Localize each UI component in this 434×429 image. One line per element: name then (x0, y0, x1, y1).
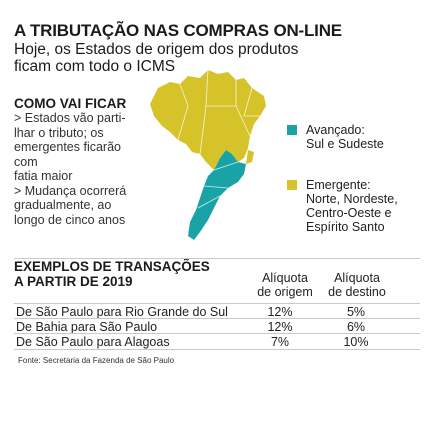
table-row-route: De São Paulo para Rio Grande do Sul (16, 305, 228, 319)
text-line: emergentes ficarão (14, 140, 122, 154)
legend-label-line: Emergente: (306, 178, 371, 192)
row-divider (14, 318, 420, 319)
text-line: gradualmente, ao (14, 198, 112, 212)
examples-heading: EXEMPLOS DE TRANSAÇÕES A PARTIR DE 2019 (14, 259, 210, 289)
column-header-origem: Alíquota de origem (252, 271, 318, 299)
table-row-origem: 12% (267, 320, 293, 334)
map-region-espirito-santo (246, 150, 254, 164)
como-vai-ficar-text: > Estados vão parti- lhar o tributo; os … (14, 111, 126, 227)
bottom-divider (14, 349, 420, 350)
brazil-map (150, 69, 266, 240)
source-note: Fonte: Secretaria da Fazenda de São Paul… (18, 356, 175, 365)
examples-heading-line: A PARTIR DE 2019 (14, 274, 133, 289)
text-line: > Estados vão parti- (14, 111, 126, 125)
column-header-line: Alíquota (334, 271, 380, 285)
text-line: com (14, 154, 38, 169)
page-title: A TRIBUTAÇÃO NAS COMPRAS ON-LINE (14, 21, 342, 40)
table-row-destino: 6% (346, 320, 366, 334)
legend-swatch-avancado (287, 125, 297, 135)
legend-swatch-emergente (287, 180, 297, 190)
table-row-origem: 7% (270, 335, 290, 349)
como-vai-ficar-heading: COMO VAI FICAR (14, 96, 127, 111)
table-row-destino: 5% (346, 305, 366, 319)
text-line: > Mudança ocorrerá (14, 183, 127, 198)
legend-label-line: Espírito Santo (306, 220, 385, 234)
map-region-emergente (150, 70, 266, 170)
table-row-destino: 10% (343, 335, 369, 349)
column-header-line: de destino (328, 285, 386, 299)
row-divider (14, 333, 420, 334)
column-header-line: Alíquota (262, 271, 308, 285)
text-line: fatia maior (14, 169, 73, 183)
legend-label-line: Sul e Sudeste (306, 137, 384, 151)
row-divider (14, 303, 420, 304)
table-row-origem: 12% (267, 305, 293, 319)
map-region-avancado (188, 150, 246, 240)
legend-label-emergente: Emergente: Norte, Nordeste, Centro-Oeste… (306, 178, 426, 234)
legend-label-avancado: Avançado: Sul e Sudeste (306, 123, 416, 151)
examples-heading-line: EXEMPLOS DE TRANSAÇÕES (14, 259, 210, 274)
column-header-line: de origem (257, 285, 313, 299)
column-header-destino: Alíquota de destino (322, 271, 392, 299)
top-divider (14, 258, 420, 259)
legend-label-line: Avançado: (306, 123, 365, 137)
legend-label-line: Norte, Nordeste, (306, 192, 398, 206)
state-borders (177, 69, 260, 209)
legend-label-line: Centro-Oeste e (306, 206, 392, 220)
table-row-route: De São Paulo para Alagoas (16, 335, 170, 349)
page-subtitle: Hoje, os Estados de origem dos produtos … (14, 41, 299, 75)
table-row-route: De Bahia para São Paulo (16, 320, 158, 334)
text-line: lhar o tributo; os (14, 125, 104, 140)
text-line: longo de cinco anos (14, 212, 126, 227)
